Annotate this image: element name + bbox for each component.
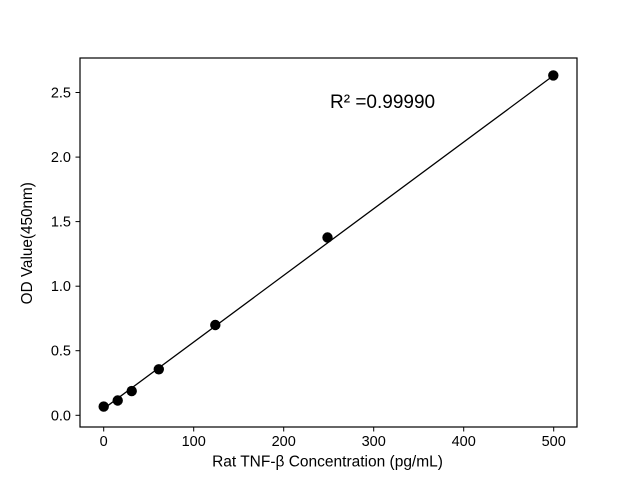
svg-text:2.0: 2.0 (51, 150, 71, 166)
svg-text:300: 300 (362, 434, 386, 450)
svg-text:200: 200 (272, 434, 296, 450)
svg-text:0.5: 0.5 (51, 344, 71, 360)
svg-text:OD Value(450nm): OD Value(450nm) (19, 182, 36, 304)
svg-text:Rat TNF-β Concentration (pg/mL: Rat TNF-β Concentration (pg/mL) (212, 454, 443, 471)
svg-text:500: 500 (542, 434, 566, 450)
svg-text:0.0: 0.0 (51, 408, 71, 424)
svg-text:100: 100 (182, 434, 206, 450)
svg-text:2.5: 2.5 (51, 86, 71, 102)
svg-text:0: 0 (100, 434, 108, 450)
svg-text:1.0: 1.0 (51, 279, 71, 295)
svg-text:R² =0.99990: R² =0.99990 (330, 92, 435, 113)
svg-text:400: 400 (452, 434, 476, 450)
svg-text:1.5: 1.5 (51, 215, 71, 231)
